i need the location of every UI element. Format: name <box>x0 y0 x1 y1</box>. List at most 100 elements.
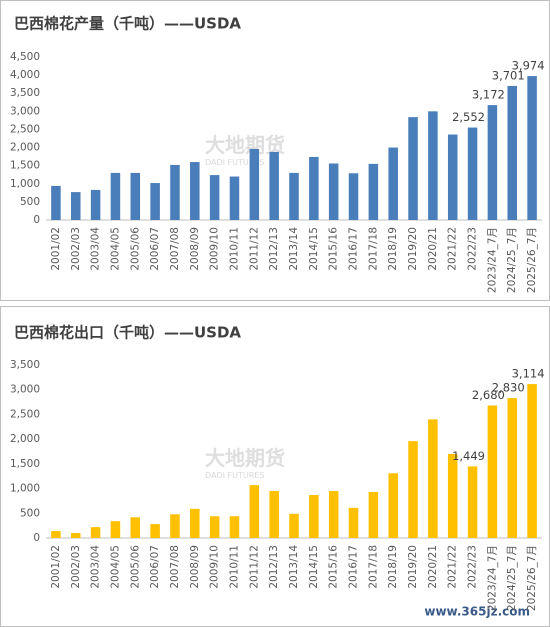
bar <box>467 466 478 538</box>
bar <box>90 527 101 538</box>
bar <box>190 508 200 538</box>
bar <box>467 127 478 220</box>
x-tick-label: 2020/21 <box>427 545 439 589</box>
x-tick-label: 2002/03 <box>70 227 82 271</box>
bar <box>229 176 240 220</box>
x-tick-label: 2009/10 <box>209 227 221 271</box>
bar <box>249 485 260 538</box>
x-tick-label: 2002/03 <box>70 545 82 589</box>
bar <box>51 531 61 538</box>
bar <box>269 491 279 538</box>
bar <box>348 173 359 220</box>
x-tick-label: 2023/24_7月 <box>486 545 498 611</box>
bar <box>110 172 121 220</box>
bar <box>289 172 299 220</box>
bar <box>70 533 81 538</box>
bar <box>487 405 498 538</box>
bar <box>408 117 418 220</box>
watermark: DADI FUTURES <box>205 471 264 480</box>
x-tick-label: 2016/17 <box>348 227 360 271</box>
y-tick-label: 3,500 <box>10 87 40 99</box>
bar <box>447 453 458 538</box>
x-tick-label: 2017/18 <box>367 545 379 589</box>
x-tick-label: 2013/14 <box>288 227 300 271</box>
x-tick-label: 2010/11 <box>228 545 240 589</box>
x-tick-label: 2008/09 <box>189 545 201 589</box>
x-tick-label: 2019/20 <box>407 545 419 589</box>
x-tick-label: 2018/19 <box>387 545 399 589</box>
bar <box>428 111 438 220</box>
x-tick-label: 2024/25_7月 <box>506 545 518 611</box>
x-tick-label: 2012/13 <box>268 227 280 271</box>
x-tick-label: 2011/12 <box>248 545 260 589</box>
bar <box>527 384 537 538</box>
x-tick-label: 2021/22 <box>447 227 459 271</box>
chart-title: 巴西棉花出口（千吨）——USDA <box>14 324 241 342</box>
y-tick-label: 500 <box>20 196 40 208</box>
y-tick-label: 1,000 <box>10 483 40 495</box>
x-tick-label: 2012/13 <box>268 545 280 589</box>
bar <box>170 514 180 538</box>
bar <box>309 156 319 220</box>
bar <box>110 521 121 538</box>
bar <box>388 473 398 538</box>
bar <box>209 175 220 220</box>
y-tick-label: 2,000 <box>10 433 40 445</box>
bar <box>368 163 379 220</box>
bar <box>209 516 220 538</box>
x-tick-label: 2001/02 <box>50 545 62 589</box>
watermark: 大地期货 <box>205 446 285 470</box>
y-tick-label: 3,000 <box>10 105 40 117</box>
x-tick-label: 2005/06 <box>129 545 141 589</box>
bar <box>70 192 81 220</box>
x-tick-label: 2022/23 <box>467 227 479 271</box>
x-tick-label: 2014/15 <box>308 227 320 271</box>
bar <box>527 76 537 220</box>
bar <box>150 524 160 538</box>
y-tick-label: 2,500 <box>10 123 40 135</box>
x-tick-label: 2014/15 <box>308 545 320 589</box>
bar <box>190 162 200 220</box>
bar <box>51 185 61 220</box>
x-tick-label: 2009/10 <box>209 545 221 589</box>
y-tick-label: 4,000 <box>10 69 40 81</box>
panel <box>0 0 550 301</box>
bar <box>408 441 418 538</box>
site-watermark: www.365jz.com <box>424 605 530 619</box>
y-tick-label: 500 <box>20 507 40 519</box>
x-tick-label: 2001/02 <box>50 227 62 271</box>
bar <box>507 85 518 220</box>
value-label: 3,172 <box>472 88 505 102</box>
bar <box>269 151 279 220</box>
x-tick-label: 2017/18 <box>367 227 379 271</box>
bar <box>289 513 299 538</box>
bar <box>507 398 518 538</box>
x-tick-label: 2006/07 <box>149 545 161 589</box>
x-tick-label: 2013/14 <box>288 545 300 589</box>
x-tick-label: 2015/16 <box>328 227 340 271</box>
x-tick-label: 2011/12 <box>248 227 260 271</box>
bar <box>249 149 260 220</box>
y-tick-label: 3,000 <box>10 384 40 396</box>
x-tick-label: 2010/11 <box>228 227 240 271</box>
bar <box>447 134 458 220</box>
value-label: 2,680 <box>472 388 505 402</box>
x-tick-label: 2016/17 <box>348 545 360 589</box>
y-tick-label: 0 <box>33 532 40 544</box>
value-label: 3,974 <box>512 59 545 73</box>
bar <box>90 189 101 220</box>
y-tick-label: 3,500 <box>10 359 40 371</box>
x-tick-label: 2005/06 <box>129 227 141 271</box>
y-tick-label: 1,500 <box>10 458 40 470</box>
value-label: 2,830 <box>492 381 525 395</box>
x-tick-label: 2003/04 <box>90 227 102 271</box>
value-label: 3,701 <box>492 68 525 82</box>
bar <box>487 105 498 220</box>
watermark: DADI FUTURES <box>205 158 264 167</box>
x-tick-label: 2006/07 <box>149 227 161 271</box>
y-tick-label: 4,500 <box>10 51 40 63</box>
value-label: 1,449 <box>452 449 485 463</box>
x-tick-label: 2004/05 <box>109 545 121 589</box>
bar <box>328 491 339 538</box>
